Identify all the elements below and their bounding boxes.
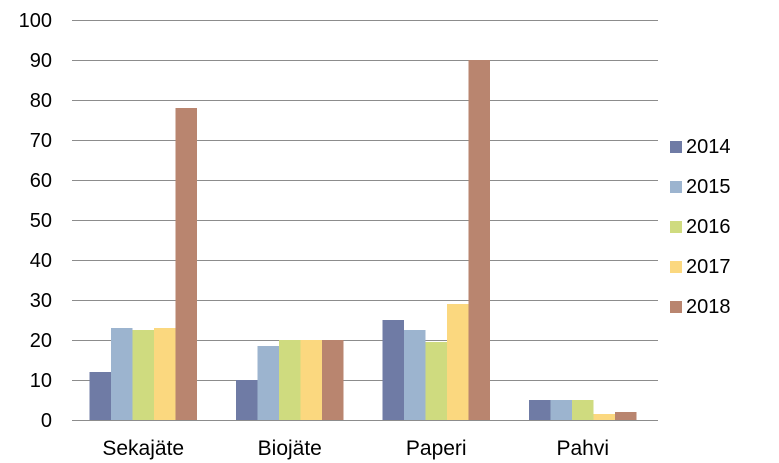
bar-2015-Pahvi (550, 400, 572, 420)
y-tick-label: 70 (30, 130, 52, 152)
y-tick-label: 10 (30, 370, 52, 392)
y-tick-label: 100 (19, 10, 52, 32)
bar-2018-Biojäte (322, 340, 344, 420)
legend-swatch-2015 (670, 181, 682, 193)
bar-2016-Biojäte (279, 340, 301, 420)
bar-2015-Biojäte (257, 346, 279, 420)
bar-2015-Paperi (404, 330, 426, 420)
legend: 2014 2015 2016 2017 2018 (670, 136, 731, 318)
bar-2016-Pahvi (572, 400, 594, 420)
bar-2014-Biojäte (236, 380, 258, 420)
x-category-label: Paperi (406, 437, 467, 460)
y-tick-label: 30 (30, 290, 52, 312)
y-tick-label: 80 (30, 90, 52, 112)
y-tick-label: 60 (30, 170, 52, 192)
bar-2018-Sekajäte (175, 108, 197, 420)
y-tick-label: 50 (30, 210, 52, 232)
bar-2015-Sekajäte (111, 328, 133, 420)
bar-2018-Paperi (468, 60, 490, 420)
x-axis-categories: Sekajäte Biojäte Paperi Pahvi (102, 437, 609, 460)
legend-label: 2018 (686, 296, 731, 318)
y-tick-label: 40 (30, 250, 52, 272)
bar-2017-Paperi (447, 304, 469, 420)
bars (89, 60, 637, 420)
legend-label: 2017 (686, 256, 731, 278)
legend-swatch-2016 (670, 221, 682, 233)
bar-2017-Pahvi (593, 414, 615, 420)
x-category-label: Pahvi (556, 437, 609, 460)
y-tick-label: 90 (30, 50, 52, 72)
bar-2014-Pahvi (529, 400, 551, 420)
bar-2014-Sekajäte (89, 372, 111, 420)
legend-label: 2014 (686, 136, 731, 158)
legend-swatch-2014 (670, 141, 682, 153)
bar-2016-Sekajäte (132, 330, 154, 420)
y-tick-label: 20 (30, 330, 52, 352)
legend-swatch-2017 (670, 261, 682, 273)
legend-label: 2016 (686, 216, 731, 238)
legend-label: 2015 (686, 176, 731, 198)
bar-2017-Sekajäte (154, 328, 176, 420)
x-category-label: Sekajäte (102, 437, 184, 460)
bar-2016-Paperi (425, 342, 447, 420)
x-category-label: Biojäte (258, 437, 322, 460)
bar-2018-Pahvi (615, 412, 637, 420)
y-tick-label: 0 (41, 410, 52, 432)
bar-2017-Biojäte (300, 340, 322, 420)
y-axis-ticks: 0 10 20 30 40 50 60 70 80 90 100 (19, 10, 52, 432)
bar-2014-Paperi (382, 320, 404, 420)
legend-swatch-2018 (670, 301, 682, 313)
